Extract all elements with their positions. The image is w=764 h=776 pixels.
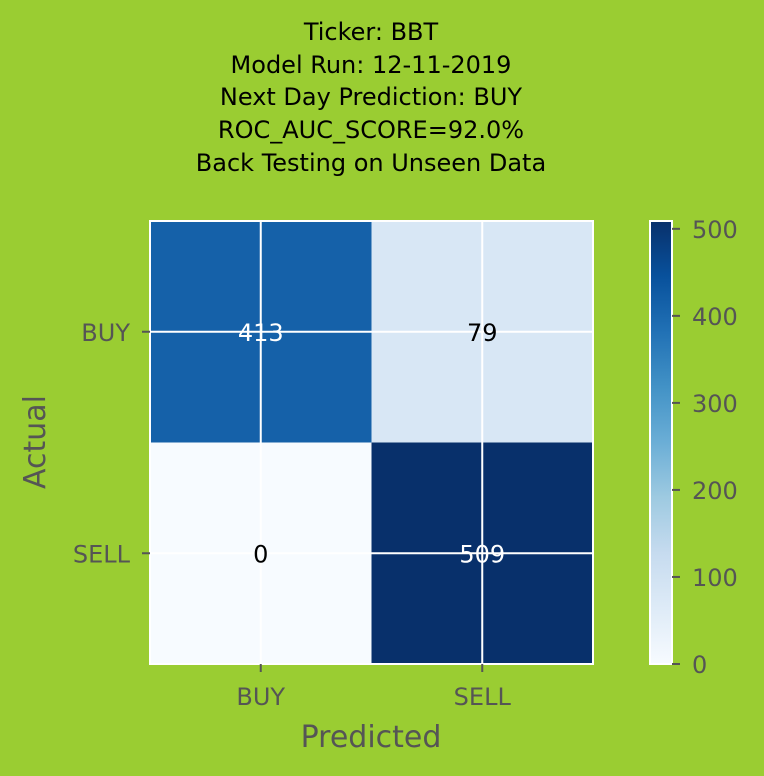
colorbar-ticks: 0 100 200 300 400 500 (672, 216, 738, 679)
cell-value-label: 413 (238, 319, 284, 347)
colorbar-tick-label: 200 (692, 477, 738, 505)
y-axis-ticks: BUY SELL (73, 319, 150, 568)
cell-value-labels: 413 79 0 509 (238, 319, 505, 569)
x-axis-ticks: BUY SELL (236, 664, 511, 711)
title-line-roc-auc: ROC_AUC_SCORE=92.0% (217, 116, 525, 145)
gridlines (150, 221, 593, 664)
y-axis-label: Actual (18, 395, 53, 489)
y-tick-label: BUY (81, 319, 130, 347)
colorbar-tick-label: 400 (692, 303, 738, 331)
x-tick-label: BUY (236, 683, 285, 711)
colorbar-tick-label: 0 (692, 651, 707, 679)
title-line-model-run: Model Run: 12-11-2019 (230, 50, 512, 79)
x-tick-label: SELL (454, 683, 512, 711)
cell-value-label: 79 (467, 319, 498, 347)
cell-value-label: 0 (253, 540, 268, 568)
plot-frame (149, 220, 594, 665)
colorbar-gradient (650, 221, 672, 664)
colorbar-tick-label: 500 (692, 216, 738, 244)
y-tick-label: SELL (73, 540, 131, 568)
title-line-back-testing: Back Testing on Unseen Data (195, 148, 547, 177)
x-axis-label: Predicted (301, 720, 442, 755)
colorbar-frame (649, 220, 673, 665)
heatmap-cells (150, 221, 593, 664)
title-line-prediction: Next Day Prediction: BUY (219, 83, 523, 112)
colorbar-tick-label: 100 (692, 564, 738, 592)
colorbar-tick-label: 300 (692, 390, 738, 418)
chart-title: Ticker: BBT Model Run: 12-11-2019 Next D… (0, 16, 742, 180)
title-line-ticker: Ticker: BBT (303, 18, 439, 46)
cell-value-label: 509 (459, 540, 505, 568)
